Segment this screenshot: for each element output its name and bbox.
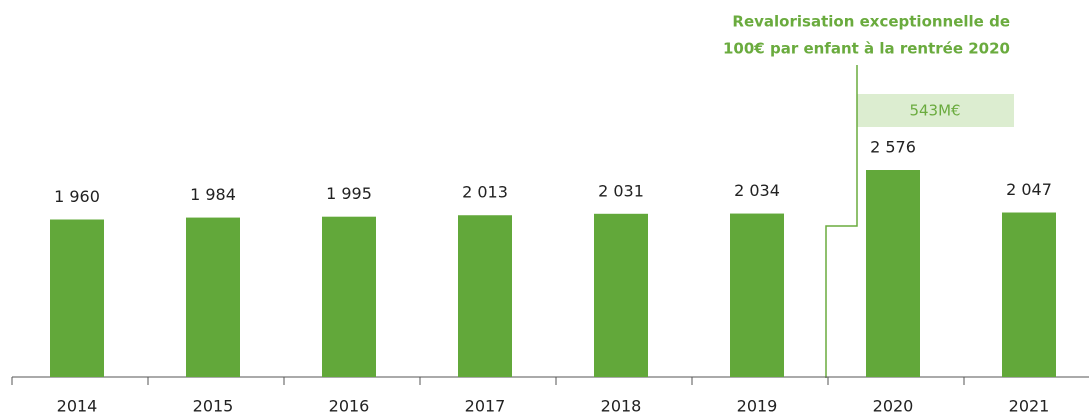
value-label: 2 576 <box>870 138 916 157</box>
value-label: 2 031 <box>598 181 644 200</box>
value-label: 2 047 <box>1006 180 1052 199</box>
annotation: Revalorisation exceptionnelle de <box>732 13 1010 31</box>
bar <box>1002 212 1056 377</box>
box-label: 543M€ <box>909 102 960 120</box>
x-tick-label: 2016 <box>329 397 370 416</box>
value-label: 1 984 <box>190 185 236 204</box>
x-tick-label: 2015 <box>193 397 234 416</box>
x-tick-label: 2020 <box>873 397 914 416</box>
x-tick-label: 2018 <box>601 397 642 416</box>
bar <box>50 219 104 377</box>
annotation: 100€ par enfant à la rentrée 2020 <box>723 40 1010 58</box>
x-tick-label: 2021 <box>1009 397 1050 416</box>
value-label: 2 034 <box>734 181 780 200</box>
bar <box>730 213 784 377</box>
bar <box>594 213 648 377</box>
bar <box>866 170 920 377</box>
value-label: 1 960 <box>54 187 100 206</box>
bar <box>322 216 376 377</box>
value-label: 2 013 <box>462 183 508 202</box>
bar <box>458 215 512 377</box>
x-tick-label: 2014 <box>57 397 98 416</box>
x-tick-label: 2019 <box>737 397 778 416</box>
x-tick-label: 2017 <box>465 397 506 416</box>
annotation-line <box>825 65 858 378</box>
annotation-box <box>857 94 1014 127</box>
value-label: 1 995 <box>326 184 372 203</box>
bar <box>186 217 240 377</box>
